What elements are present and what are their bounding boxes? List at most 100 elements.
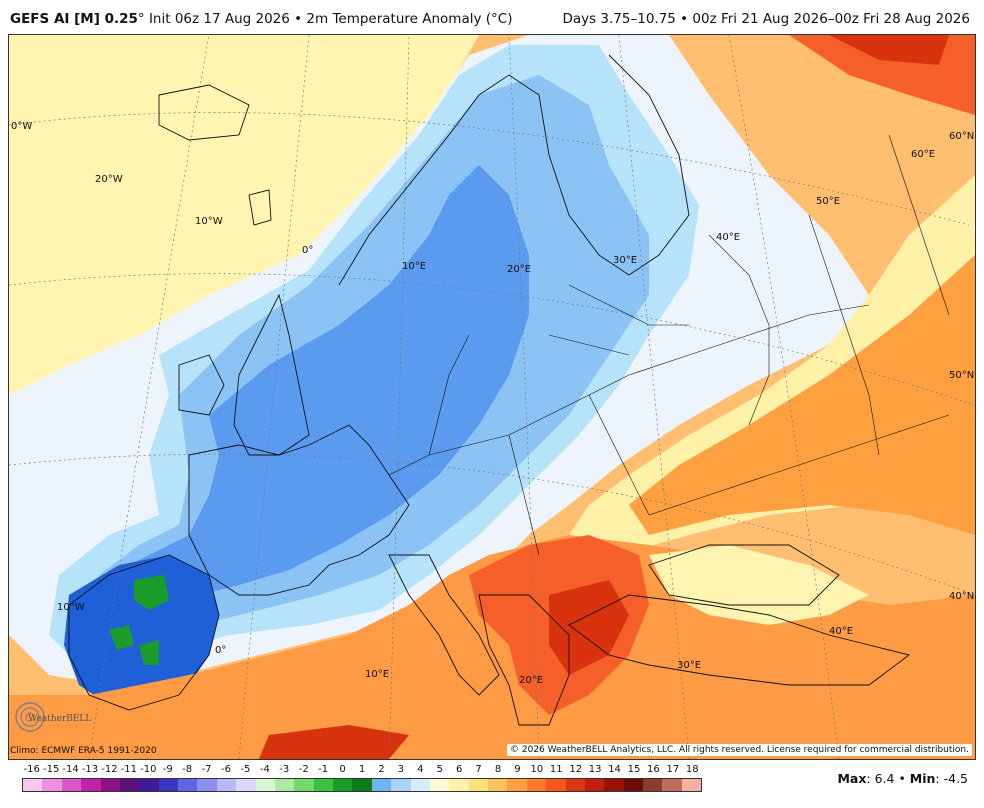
colorbar-label: 14: [608, 764, 621, 775]
colorbar-label: -1: [318, 764, 329, 775]
colorbar-swatch: [61, 779, 82, 791]
ocean-warm-light: [9, 35, 479, 395]
colorbar-label: 1: [358, 764, 366, 775]
colorbar-swatch: [429, 779, 450, 791]
colorbar-swatch: [139, 779, 159, 791]
label-30e: 30°E: [613, 255, 637, 266]
colorbar-swatch: [546, 779, 566, 791]
weatherbell-logo: WeatherBELL: [14, 697, 94, 741]
colorbar-label: 18: [685, 764, 699, 775]
colorbar-swatch: [294, 779, 314, 791]
green-pocket-3: [139, 640, 159, 665]
colorbar-swatch: [81, 779, 101, 791]
colorbar-swatch: [255, 779, 275, 791]
colorbar-swatch: [216, 779, 237, 791]
colorbar-swatch: [197, 779, 217, 791]
title-left: GEFS AI [M] 0.25° Init 06z 17 Aug 2026 •…: [10, 11, 512, 27]
iberia-deep-cold: [64, 555, 219, 705]
label-0: 0°: [302, 245, 313, 256]
colorbar-label: -12: [101, 764, 118, 775]
colorbar-label: -14: [62, 764, 79, 775]
colorbar-label: 6: [455, 764, 463, 775]
label-0w: 0°W: [11, 121, 32, 132]
colorbar-swatch: [662, 779, 682, 791]
colorbar-label: -15: [42, 764, 60, 775]
colorbar-swatch: [333, 779, 353, 791]
colorbar-label: 0: [339, 764, 346, 775]
colorbar-swatch: [42, 779, 62, 791]
separator: •: [294, 11, 303, 27]
label-20e-b: 20°E: [519, 675, 543, 686]
colorbar-label: 4: [417, 764, 424, 775]
colorbar-swatch: [526, 779, 547, 791]
black-sea-zone: [649, 545, 869, 625]
min-value: : -4.5: [935, 771, 968, 786]
graticule: [9, 35, 975, 759]
title-bar: GEFS AI [M] 0.25° Init 06z 17 Aug 2026 •…: [0, 0, 984, 34]
borders: [388, 134, 950, 556]
colorbar-swatch: [681, 779, 702, 791]
label-40e-b: 40°E: [829, 626, 853, 637]
n-africa-hot: [259, 725, 409, 759]
max-label: Max: [837, 771, 867, 786]
colorbar-label: -16: [23, 764, 40, 775]
colorbar-label: -3: [279, 764, 290, 775]
colorbar-label: -6: [221, 764, 231, 775]
init-time: Init 06z 17 Aug 2026: [148, 11, 290, 27]
label-10w: 10°W: [195, 216, 223, 227]
colorbar: -16 -15 -14 -13 -12 -11 -10 -9 -8 -7 -6 -5 -4 -3 -2 -1 0…: [22, 762, 702, 802]
colorbar-swatch: [643, 779, 663, 791]
colorbar-labels: -16 -15 -14 -13 -12 -11 -10 -9 -8 -7 -6 -5 -4 -3 -2 -1 0…: [22, 764, 702, 776]
min-label: Min: [909, 771, 936, 786]
cold-zone: [89, 165, 529, 615]
colorbar-swatch: [468, 779, 488, 791]
label-20w: 20°W: [95, 174, 123, 185]
colorbar-swatch: [604, 779, 624, 791]
label-20e: 20°E: [507, 264, 531, 275]
max-min-sep: •: [894, 771, 910, 786]
colorbar-swatch: [158, 779, 178, 791]
colorbar-label: -7: [201, 764, 212, 775]
colorbar-swatch: [565, 779, 585, 791]
colorbar-swatch: [178, 779, 198, 791]
colorbar-swatch: [274, 779, 295, 791]
label-10e: 10°E: [402, 261, 426, 272]
max-value: : 6.4: [866, 771, 895, 786]
label-10w-b: 10°W: [57, 602, 85, 613]
colorbar-swatch: [623, 779, 643, 791]
colorbar-label: 12: [569, 764, 583, 775]
label-30e-b: 30°E: [677, 660, 701, 671]
colorbar-swatch: [410, 779, 430, 791]
label-40e: 40°E: [716, 232, 740, 243]
label-50e: 50°E: [816, 196, 840, 207]
climo-note: Climo: ECMWF ERA-5 1991-2020: [10, 746, 157, 756]
colorbar-swatch: [449, 779, 469, 791]
max-min-readout: Max: 6.4 • Min: -4.5: [837, 771, 968, 786]
label-60e: 60°E: [911, 149, 935, 160]
colorbar-swatch: [488, 779, 508, 791]
colorbar-swatch: [507, 779, 527, 791]
colorbar-swatches: [22, 778, 702, 792]
coastlines: [68, 54, 911, 726]
valid-period: Days 3.75–10.75 • 00z Fri 21 Aug 2026–00…: [562, 11, 970, 27]
colorbar-label: -2: [298, 764, 309, 775]
colorbar-label: 11: [549, 764, 563, 775]
colorbar-label: 16: [647, 764, 660, 775]
colorbar-swatch: [236, 779, 256, 791]
green-pocket-1: [134, 575, 169, 610]
map-panel[interactable]: 0°W 20°W 10°W 0° 10°E 20°E 30°E 40°E 50°…: [8, 34, 976, 760]
colorbar-swatch: [391, 779, 411, 791]
colorbar-swatch: [584, 779, 605, 791]
colorbar-swatch: [100, 779, 120, 791]
colorbar-label: 17: [666, 764, 680, 775]
colorbar-label: -13: [81, 764, 99, 775]
colorbar-swatch: [313, 779, 333, 791]
colorbar-label: 15: [627, 764, 641, 775]
colorbar-label: -5: [240, 764, 251, 775]
label-10e-b: 10°E: [365, 669, 389, 680]
colorbar-label: 7: [475, 764, 482, 775]
colorbar-swatch: [352, 779, 372, 791]
label-40n: 40°N: [949, 591, 974, 602]
colorbar-label: 10: [530, 764, 544, 775]
colorbar-label: -4: [259, 764, 270, 775]
